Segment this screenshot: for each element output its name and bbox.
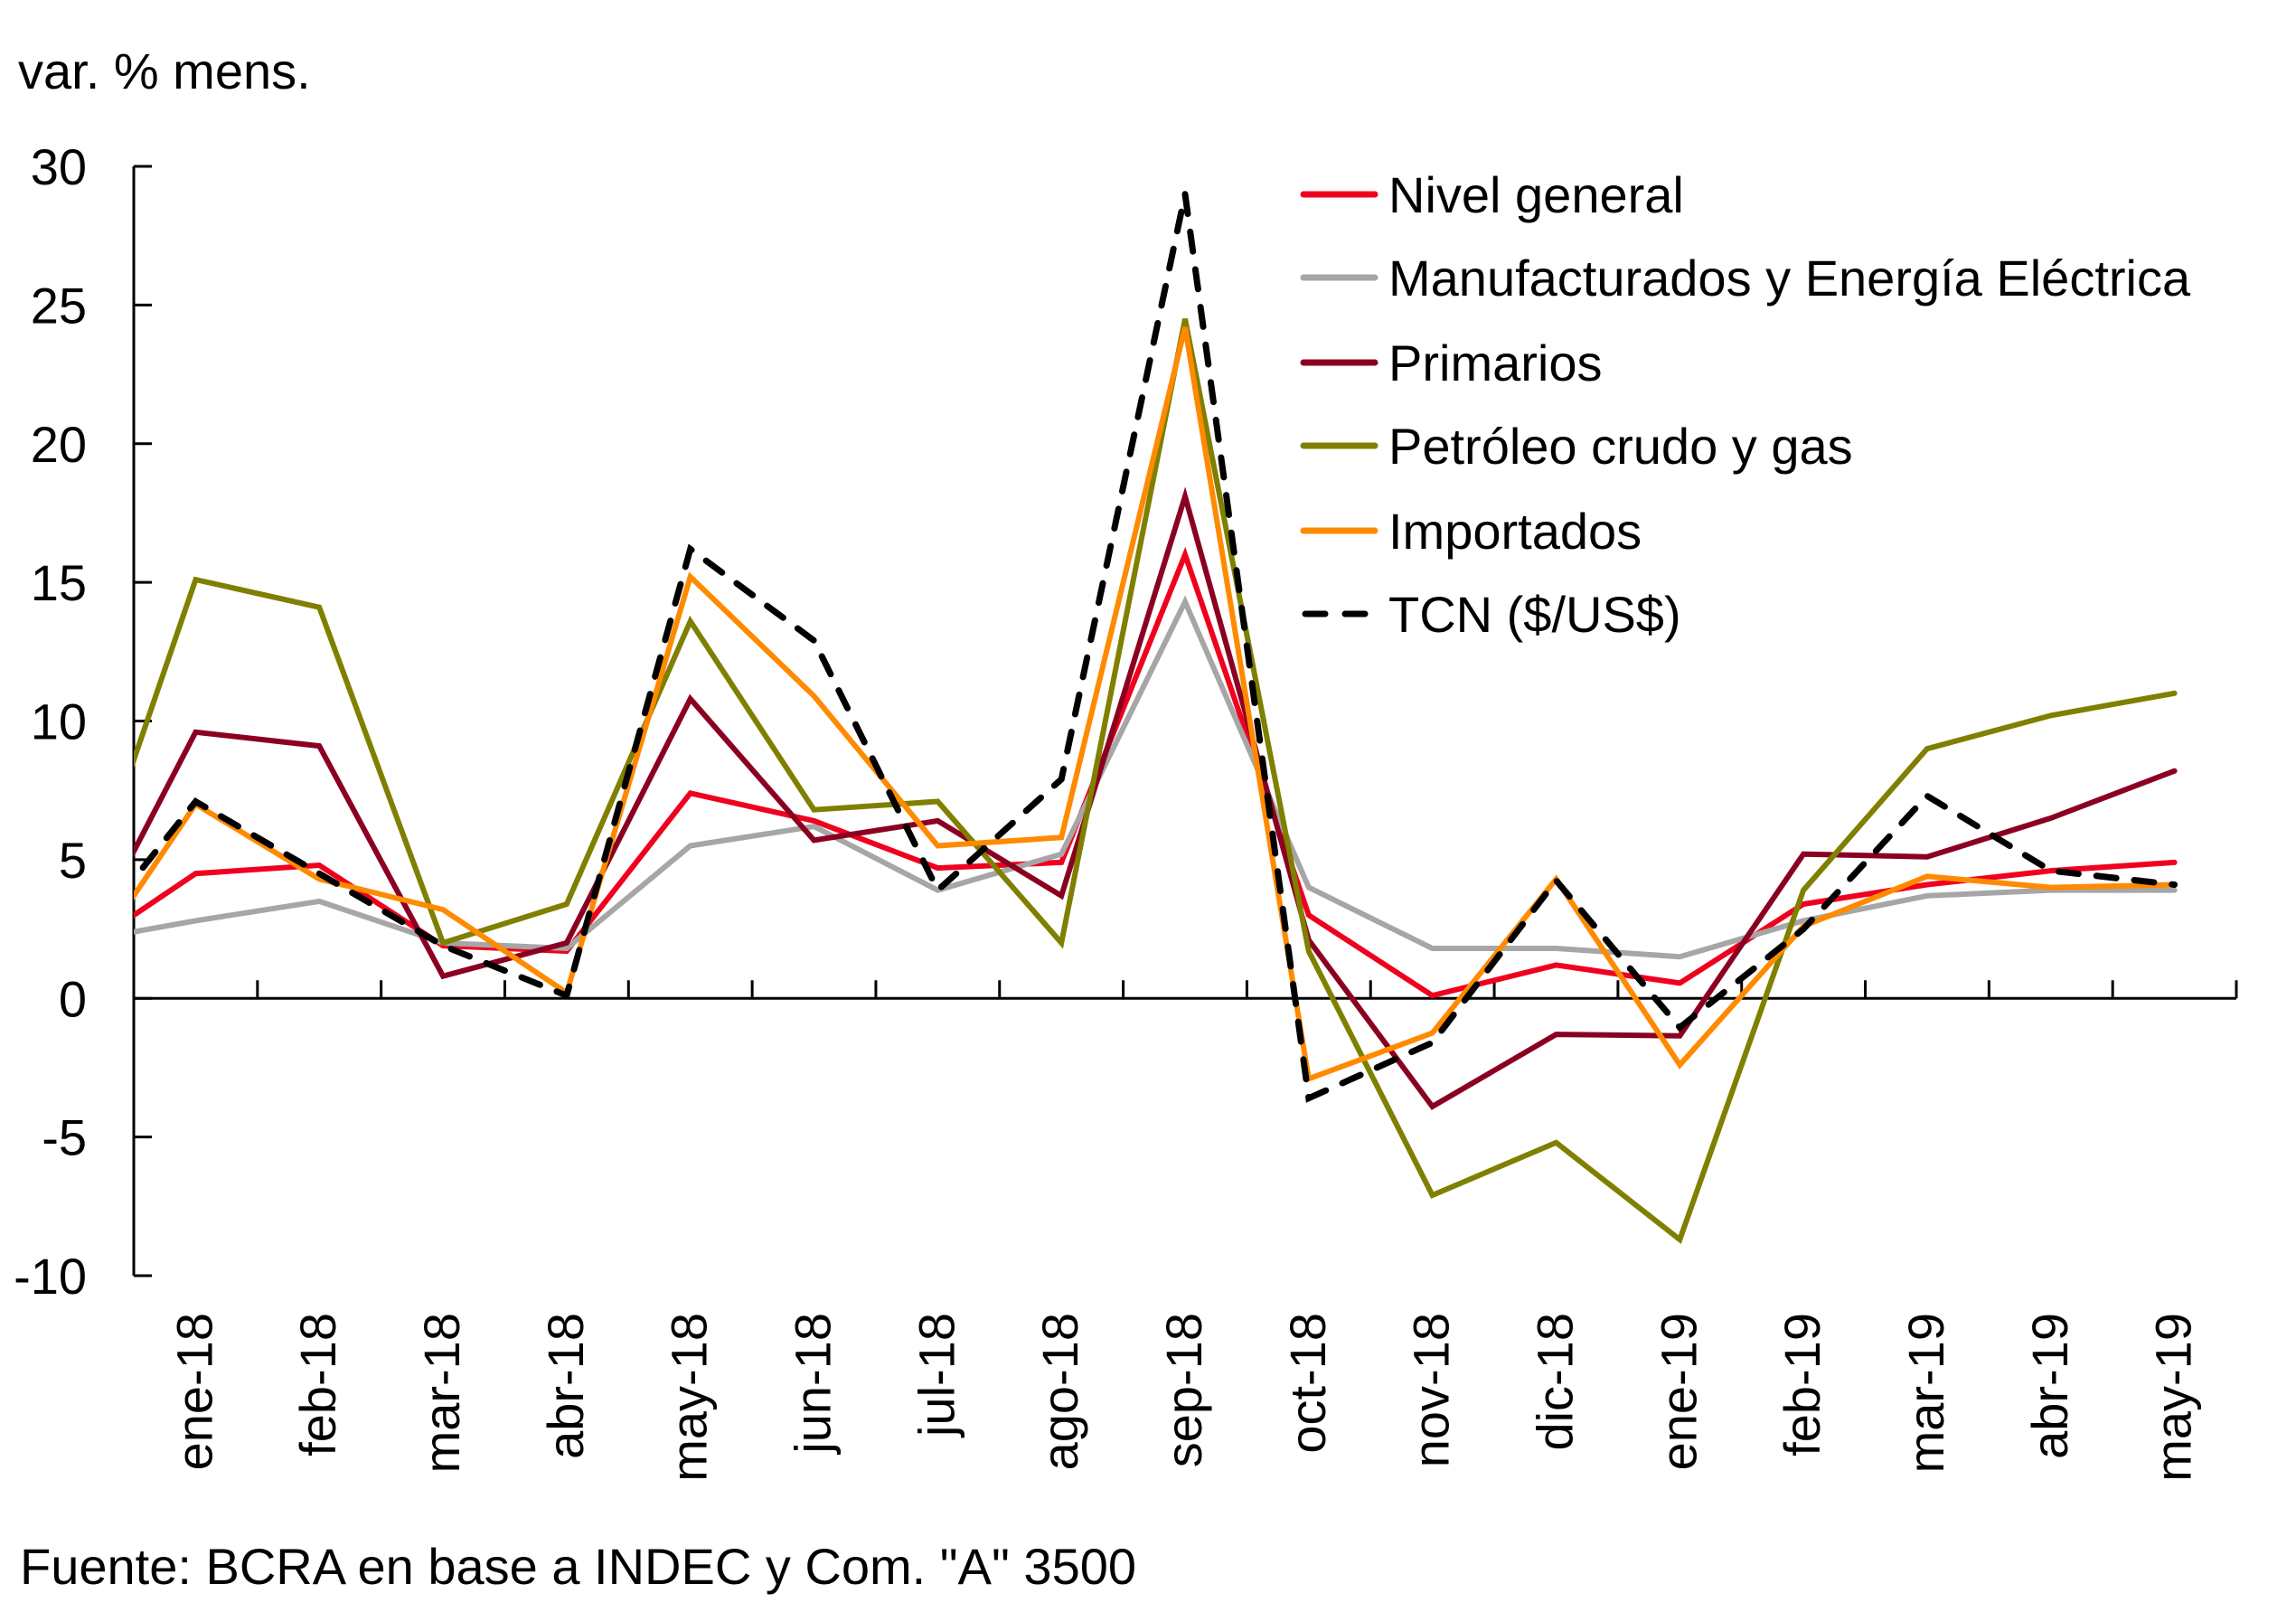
x-tick-label: ene-18 (165, 1313, 222, 1470)
y-tick-label: 30 (31, 138, 87, 195)
series-line-3 (134, 486, 2178, 1110)
source-note: Fuente: BCRA en base a INDEC y Com. "A" … (20, 1538, 1136, 1595)
series-line-4 (134, 318, 2178, 1245)
y-tick-label: 20 (31, 416, 87, 473)
x-tick-label: dic-18 (1526, 1313, 1583, 1451)
y-tick-label: 5 (59, 832, 87, 889)
x-axis: ene-18 feb-18 mar-18 abr-18 may-18 jun-18 jul-… (134, 980, 2238, 1482)
y-tick-label: 25 (31, 277, 87, 334)
x-tick-label: feb-19 (1774, 1313, 1830, 1456)
legend-label: Nivel general (1388, 166, 1684, 223)
x-tick-label: may-18 (661, 1313, 718, 1482)
x-tick-label: feb-18 (289, 1313, 346, 1456)
series-line-6 (134, 193, 2178, 1103)
y-tick-label: -5 (42, 1109, 87, 1166)
legend-label: Petróleo crudo y gas (1388, 418, 1853, 475)
y-tick-label: 15 (31, 554, 87, 611)
legend-label: Importados (1388, 503, 1642, 560)
x-tick-label: may-19 (2145, 1313, 2202, 1482)
y-axis: 30 25 20 15 10 5 0 -5 -10 (14, 138, 152, 1305)
y-tick-label: 10 (31, 693, 87, 750)
y-axis-title: var. % mens. (18, 42, 311, 99)
x-tick-label: mar-19 (1897, 1313, 1954, 1473)
x-tick-label: abr-19 (2021, 1313, 2078, 1459)
x-tick-label: ago-18 (1031, 1313, 1088, 1470)
x-tick-label: jun-18 (785, 1313, 842, 1456)
x-tick-label: ene-19 (1650, 1313, 1707, 1470)
x-tick-label: jul-18 (908, 1313, 965, 1438)
x-tick-label: oct-18 (1279, 1313, 1336, 1454)
legend-label: Primarios (1388, 335, 1602, 391)
series-line-5 (134, 326, 2178, 1083)
legend: Nivel general Manufacturados y Energía El… (1300, 166, 2191, 643)
x-tick-label: abr-18 (537, 1313, 594, 1459)
series-group (134, 193, 2178, 1245)
legend-label: TCN ($/US$) (1388, 586, 1681, 643)
x-tick-label: nov-18 (1403, 1313, 1460, 1467)
y-tick-label: 0 (59, 970, 87, 1027)
x-tick-label: sep-18 (1155, 1313, 1212, 1467)
x-tick-label: mar-18 (413, 1313, 470, 1473)
legend-label: Manufacturados y Energía Eléctrica (1388, 250, 2191, 306)
y-tick-label: -10 (14, 1248, 87, 1305)
